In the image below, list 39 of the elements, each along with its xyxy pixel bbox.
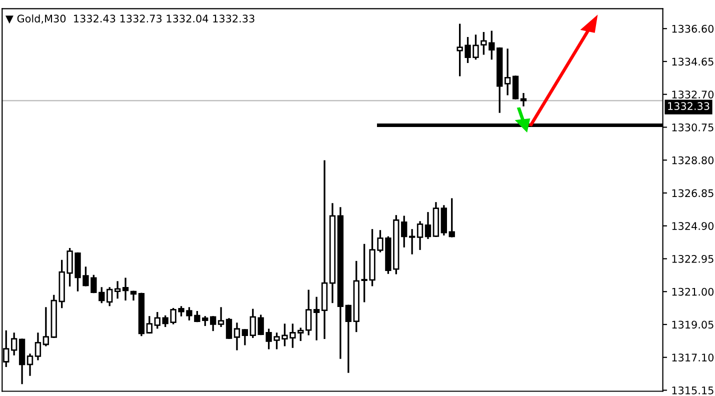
y-tick-label: 1330.75 [672,123,714,132]
y-tick-label: 1317.10 [672,354,714,362]
y-tick-label: 1334.65 [672,58,714,66]
candlestick [122,278,129,301]
chart-title: ▼ Gold,M30 1332.43 1332.73 1332.04 1332.33 [5,14,254,24]
candlestick [218,307,224,328]
candlestick [26,354,34,376]
candlestick [234,322,240,350]
y-tick-label: 1315.15 [672,386,714,394]
candlestick [242,329,248,346]
candlestick [520,93,527,106]
candlestick [424,212,432,239]
candlestick [408,229,416,254]
y-tick-label: 1332.70 [672,90,714,98]
candlestick [448,198,455,238]
y-tick-label: 1328.80 [672,156,714,164]
y-tick-label: 1324.90 [672,222,714,230]
candlestick [34,332,42,360]
candlestick [146,316,152,334]
candlestick [512,76,519,100]
y-tick-label: 1326.85 [672,189,714,198]
candlestick [313,296,320,340]
candlestick [42,307,50,346]
ref-line-label: 1332.33 [668,102,710,110]
candlestick [306,290,312,336]
candlestick [226,318,232,339]
y-tick-label: 1336.60 [672,24,714,33]
candlestick [106,287,113,306]
candlestick [416,221,424,250]
candlestick [114,281,121,299]
candlestick [401,216,408,248]
candlestick [250,308,256,338]
candlestick [210,316,216,332]
candlestick [504,48,511,96]
y-tick-label: 1319.05 [672,320,714,329]
candlestick [345,304,352,373]
y-tick-label: 1322.95 [672,254,714,263]
candlestick [11,332,18,356]
y-tick-label: 1321.00 [672,288,714,296]
